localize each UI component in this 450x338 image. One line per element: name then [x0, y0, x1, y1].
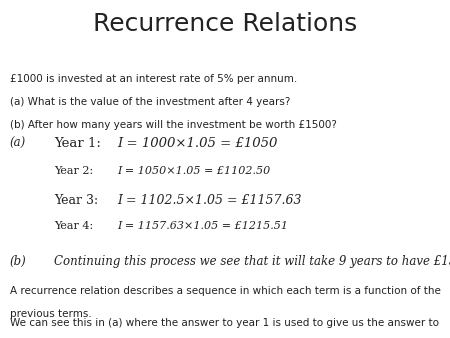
Text: Year 4:: Year 4:: [54, 221, 93, 232]
Text: (b): (b): [10, 255, 27, 268]
Text: Year 1:: Year 1:: [54, 137, 101, 150]
Text: (a): (a): [10, 137, 26, 150]
Text: £1000 is invested at an interest rate of 5% per annum.: £1000 is invested at an interest rate of…: [10, 74, 297, 84]
Text: A recurrence relation describes a sequence in which each term is a function of t: A recurrence relation describes a sequen…: [10, 286, 441, 296]
Text: previous terms.: previous terms.: [10, 309, 92, 319]
Text: I = 1157.63×1.05 = £1215.51: I = 1157.63×1.05 = £1215.51: [117, 221, 288, 232]
Text: (a) What is the value of the investment after 4 years?: (a) What is the value of the investment …: [10, 97, 290, 107]
Text: I = 1050×1.05 = £1102.50: I = 1050×1.05 = £1102.50: [117, 166, 270, 176]
Text: I = 1000×1.05 = £1050: I = 1000×1.05 = £1050: [117, 137, 277, 150]
Text: Recurrence Relations: Recurrence Relations: [93, 12, 357, 36]
Text: I = 1102.5×1.05 = £1157.63: I = 1102.5×1.05 = £1157.63: [117, 194, 302, 207]
Text: (b) After how many years will the investment be worth £1500?: (b) After how many years will the invest…: [10, 120, 337, 130]
Text: Year 2:: Year 2:: [54, 166, 93, 176]
Text: Continuing this process we see that it will take 9 years to have £1551.33: Continuing this process we see that it w…: [54, 255, 450, 268]
Text: We can see this in (a) where the answer to year 1 is used to give us the answer : We can see this in (a) where the answer …: [10, 318, 439, 328]
Text: Year 3:: Year 3:: [54, 194, 98, 207]
